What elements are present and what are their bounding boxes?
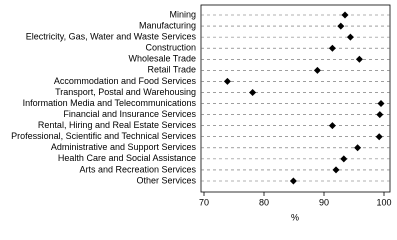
dot (377, 100, 385, 108)
y-tick-label: Financial and Insurance Services (63, 109, 196, 119)
dot (341, 11, 349, 19)
y-tick-label: Rental, Hiring and Real Estate Services (38, 120, 197, 130)
y-tick-label: Arts and Recreation Services (79, 164, 196, 174)
y-tick-label: Electricity, Gas, Water and Waste Servic… (26, 32, 197, 42)
dot (355, 55, 363, 63)
x-axis-label: % (291, 212, 299, 222)
x-tick-label: 70 (199, 197, 209, 207)
plot-frame (200, 4, 391, 193)
y-tick-label: Transport, Postal and Warehousing (55, 87, 196, 97)
dot (332, 166, 340, 174)
dot (313, 66, 321, 74)
page: {"chart_data": {"type": "dot", "orientat… (11, 4, 392, 223)
y-tick-label: Accommodation and Food Services (54, 76, 197, 86)
y-tick-label: Manufacturing (139, 20, 196, 30)
dot (354, 144, 362, 152)
dot (289, 177, 297, 185)
y-tick-label: Health Care and Social Assistance (58, 153, 196, 163)
y-tick-label: Wholesale Trade (128, 54, 196, 64)
dot (249, 88, 257, 96)
dot (340, 155, 348, 163)
y-tick-label: Mining (169, 9, 196, 19)
dot (375, 133, 383, 141)
dot (223, 77, 231, 85)
dot (328, 122, 336, 130)
x-tick-label: 100 (376, 197, 391, 207)
y-tick-label: Retail Trade (147, 65, 196, 75)
dot (337, 22, 345, 30)
dot (328, 44, 336, 52)
y-tick-label: Administrative and Support Services (51, 142, 197, 152)
y-tick-label: Other Services (136, 175, 196, 185)
y-tick-label: Information Media and Telecommunications (23, 98, 197, 108)
dot (376, 111, 384, 119)
y-tick-label: Construction (145, 43, 196, 53)
dot (346, 33, 354, 41)
y-tick-label: Professional, Scientific and Technical S… (11, 131, 196, 141)
x-tick-label: 80 (259, 197, 269, 207)
x-tick-label: 90 (319, 197, 329, 207)
